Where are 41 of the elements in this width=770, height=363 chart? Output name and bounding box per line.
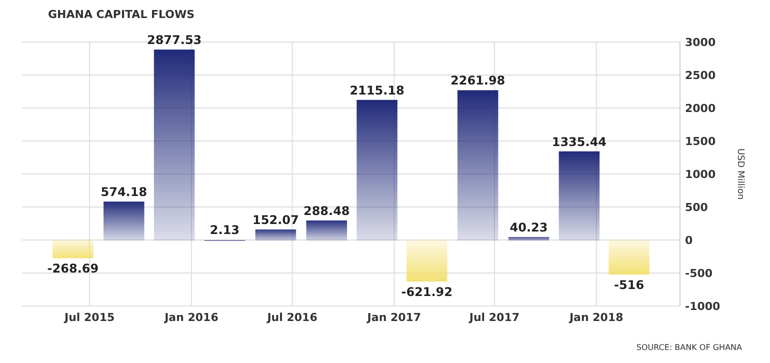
y-tick-label: 1500 (685, 135, 716, 148)
x-tick-label: Jul 2016 (266, 311, 318, 324)
y-tick-label: -500 (685, 267, 713, 280)
data-label: 2261.98 (450, 74, 506, 88)
bar (558, 151, 600, 240)
bar (306, 220, 348, 240)
chart-title: GHANA CAPITAL FLOWS (48, 8, 195, 21)
data-label: -268.69 (47, 262, 99, 276)
bar (406, 240, 448, 282)
data-label: 152.07 (252, 212, 299, 227)
bar (608, 240, 650, 275)
x-tick-label: Jul 2015 (64, 311, 115, 324)
data-label: 2877.53 (146, 33, 202, 48)
bar (457, 90, 498, 240)
bar (154, 50, 195, 240)
x-tick-label: Jan 2018 (568, 311, 624, 324)
bar (255, 229, 296, 240)
y-axis-title: USD Million (735, 148, 745, 200)
data-label: 574.18 (100, 185, 148, 200)
x-tick-label: Jul 2017 (468, 311, 520, 324)
data-label: 1335.44 (552, 134, 607, 149)
source-note: SOURCE: BANK OF GHANA (636, 343, 743, 352)
x-tick-label: Jan 2016 (164, 311, 219, 324)
y-tick-label: 2000 (685, 102, 716, 115)
data-label: 2115.18 (350, 83, 404, 98)
data-label: 2.13 (210, 222, 240, 237)
y-tick-label: 2500 (685, 69, 716, 82)
bar (104, 202, 144, 240)
data-label: 288.48 (303, 204, 350, 218)
y-tick-label: 500 (685, 201, 708, 214)
data-label: -516 (614, 278, 644, 292)
bar (508, 236, 550, 240)
data-label: -621.92 (401, 285, 453, 300)
y-tick-label: -1000 (685, 300, 721, 313)
y-tick-label: 0 (685, 234, 693, 247)
y-tick-label: 3000 (685, 36, 716, 49)
y-tick-label: 1000 (685, 168, 716, 181)
x-tick-label: Jan 2017 (366, 311, 422, 324)
bar (356, 100, 398, 240)
bar (52, 240, 94, 258)
data-label: 40.23 (510, 220, 548, 234)
